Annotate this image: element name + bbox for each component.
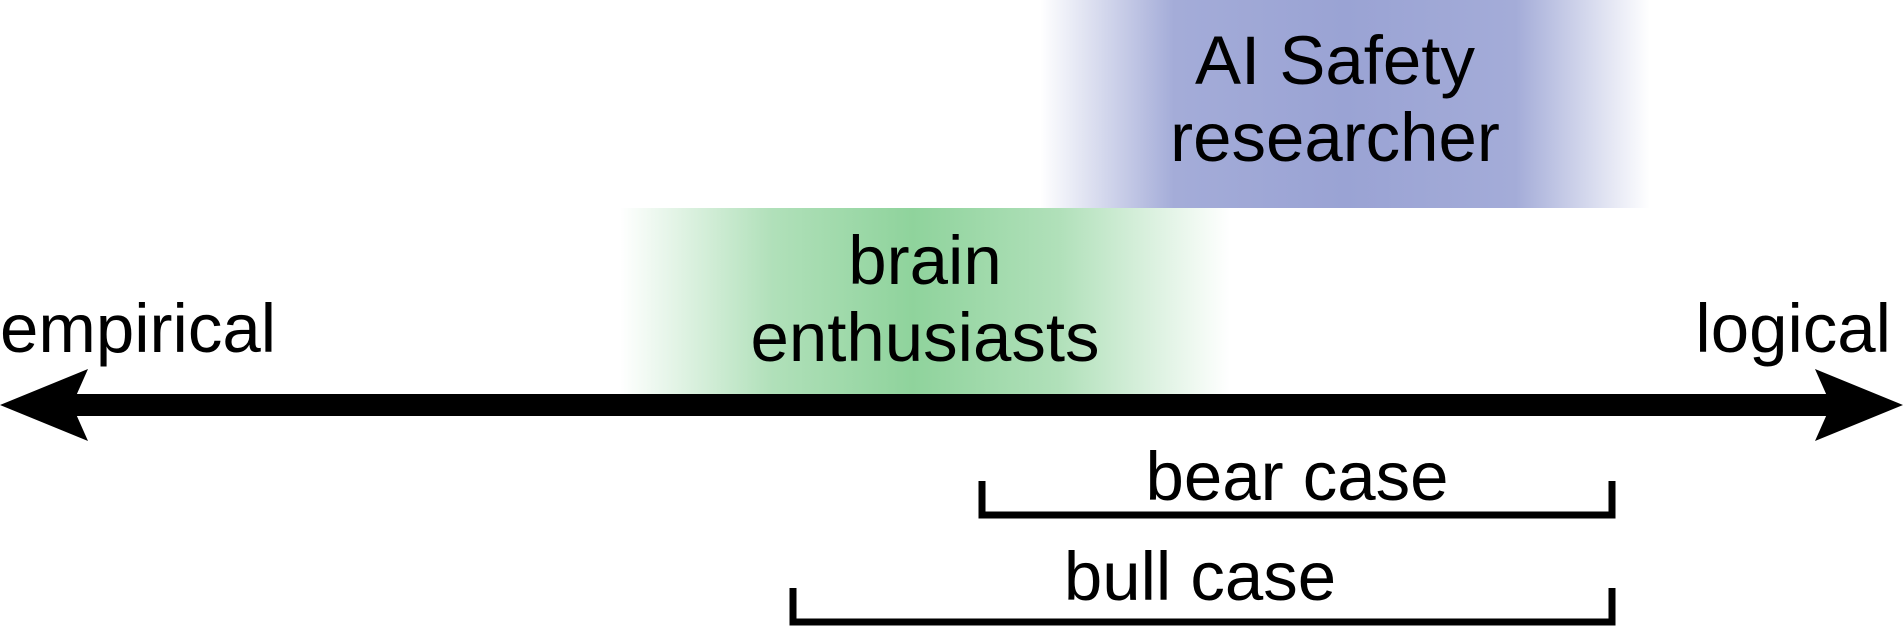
bear-case-label: bear case [1145, 438, 1449, 515]
ai-safety-label-line2: researcher [1170, 99, 1500, 177]
bull-case-label: bull case [1063, 538, 1337, 615]
ai-safety-label-line1: AI Safety [1195, 22, 1475, 99]
ai-safety-band [1040, 0, 1650, 208]
axis-left-label: empirical [0, 290, 277, 367]
right-arrowhead-icon [1815, 369, 1903, 441]
brain-enthusiasts-label: brain enthusiasts [680, 222, 1170, 377]
bull-case-bracket [789, 588, 1616, 626]
brain-enthusiasts-label-line2: enthusiasts [750, 299, 1100, 377]
left-arrowhead-icon [0, 369, 88, 441]
axis-right-label: logical [1695, 290, 1891, 367]
brain-enthusiasts-label-line1: brain [848, 222, 1002, 299]
brain-enthusiasts-band [620, 208, 1230, 403]
bear-case-bracket [978, 481, 1616, 519]
ai-safety-label: AI Safety researcher [1080, 22, 1590, 177]
